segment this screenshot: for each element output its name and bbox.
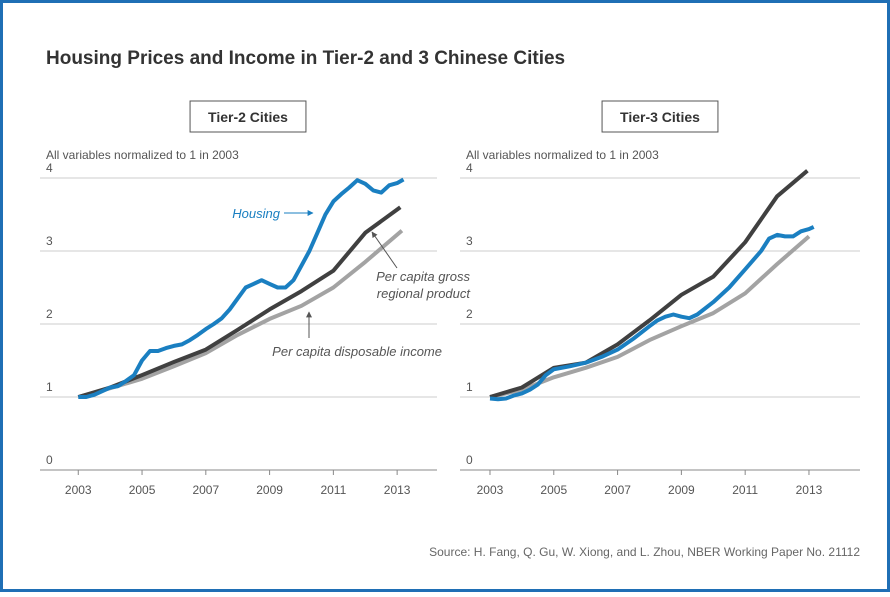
x-tick-label: 2013 <box>384 483 411 497</box>
y-tick-label: 3 <box>46 234 53 248</box>
x-tick-label: 2007 <box>604 483 631 497</box>
x-tick-label: 2013 <box>796 483 823 497</box>
x-tick-label: 2011 <box>732 483 758 497</box>
y-tick-label: 4 <box>46 161 53 175</box>
x-tick-label: 2003 <box>65 483 92 497</box>
series-line <box>489 225 815 402</box>
annotation: Per capita disposable income <box>272 344 442 359</box>
series-line <box>77 229 404 399</box>
panel-title: Tier-3 Cities <box>620 109 700 125</box>
page-title: Housing Prices and Income in Tier-2 and … <box>46 48 565 69</box>
y-tick-label: 1 <box>466 380 473 394</box>
panel-subtitle: All variables normalized to 1 in 2003 <box>466 148 659 162</box>
panel-title: Tier-2 Cities <box>208 109 288 125</box>
y-tick-label: 3 <box>466 234 473 248</box>
panel-title-box <box>189 100 307 133</box>
y-tick-label: 0 <box>466 453 473 467</box>
annotation: regional product <box>377 286 472 301</box>
panel-title-box <box>601 100 719 133</box>
x-tick-label: 2009 <box>668 483 695 497</box>
series-line <box>489 169 809 399</box>
source: Source: H. Fang, Q. Gu, W. Xiong, and L.… <box>429 545 860 559</box>
y-tick-label: 2 <box>466 307 473 321</box>
x-tick-label: 2011 <box>320 483 346 497</box>
series-line <box>489 234 811 399</box>
y-tick-label: 2 <box>46 307 53 321</box>
y-tick-label: 1 <box>46 380 53 394</box>
x-tick-label: 2003 <box>477 483 504 497</box>
series-line <box>78 177 405 399</box>
x-tick-label: 2007 <box>192 483 219 497</box>
x-tick-label: 2005 <box>129 483 156 497</box>
annotation: Housing <box>232 206 280 221</box>
y-tick-label: 0 <box>46 453 53 467</box>
annotation-arrow <box>371 231 398 269</box>
x-tick-label: 2009 <box>256 483 283 497</box>
annotation: Per capita gross <box>376 269 470 284</box>
y-tick-label: 4 <box>466 161 473 175</box>
x-tick-label: 2005 <box>540 483 567 497</box>
panel-subtitle: All variables normalized to 1 in 2003 <box>46 148 239 162</box>
